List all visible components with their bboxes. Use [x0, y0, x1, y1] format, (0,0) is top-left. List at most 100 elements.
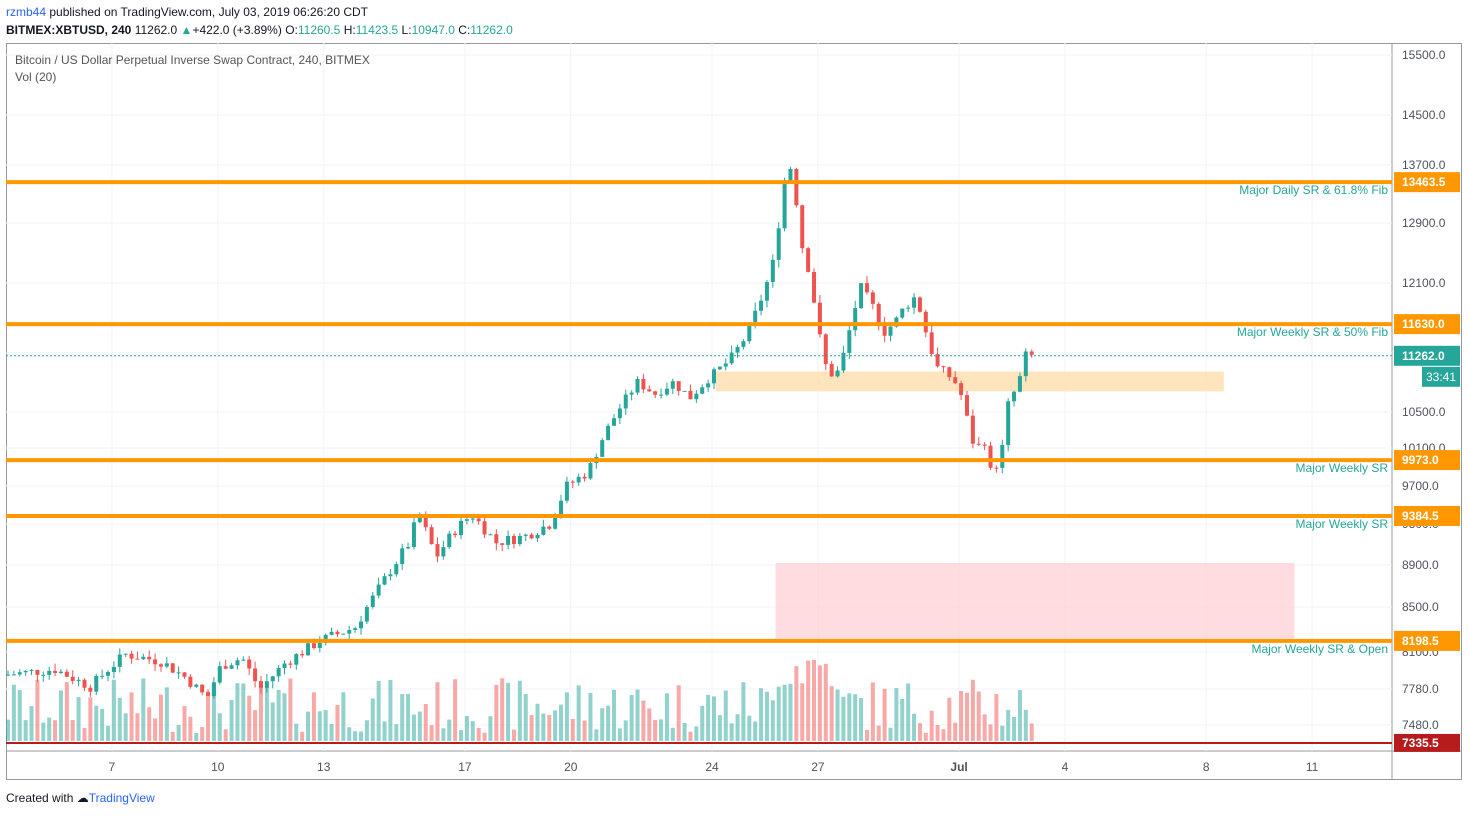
candle-body [511, 535, 516, 545]
candle-body [859, 283, 864, 309]
candle-body [970, 415, 975, 444]
candle-body [906, 307, 911, 309]
candle-body [600, 440, 605, 457]
volume-bar [717, 715, 722, 741]
candle-body [176, 672, 181, 674]
volume-bar [847, 693, 852, 741]
candle-body [564, 481, 569, 501]
volume-bar [788, 683, 793, 741]
volume-bar [859, 697, 864, 741]
candle-body [364, 606, 369, 622]
footer: Created with ☁TradingView [6, 791, 155, 805]
volume-bar [523, 694, 528, 741]
volume-bar [1017, 690, 1022, 741]
candle-body [447, 533, 452, 548]
candle-body [382, 576, 387, 585]
candle-body [100, 675, 105, 677]
y-tick-label: 13700.0 [1402, 158, 1446, 172]
volume-bar [753, 721, 758, 741]
x-tick-label: 20 [564, 760, 578, 774]
volume-bar [253, 710, 258, 741]
volume-bar [864, 729, 869, 741]
candle-body [1017, 376, 1022, 392]
volume-bar [317, 711, 322, 741]
y-tick-label: 15500.0 [1402, 48, 1446, 62]
candle-body [282, 663, 287, 668]
candle-body [764, 282, 769, 301]
volume-bar [976, 691, 981, 741]
volume-bar [706, 694, 711, 741]
volume-legend: Vol (20) [15, 70, 57, 84]
candle-body [723, 363, 728, 367]
sr-level-note: Major Daily SR & 61.8% Fib [1239, 183, 1388, 197]
candle-body [247, 659, 252, 669]
sr-level-badge [1394, 314, 1460, 335]
volume-bar [517, 680, 522, 741]
candle-body [88, 687, 93, 692]
candle-body [429, 527, 434, 545]
volume-bar [553, 710, 558, 741]
candle-body [912, 297, 917, 308]
candle-body [182, 672, 187, 677]
candle-body [529, 534, 534, 539]
sr-level-badge [1394, 505, 1460, 526]
volume-bar [288, 678, 293, 741]
candle-body [264, 681, 269, 688]
candle-body [988, 445, 993, 468]
volume-bar [564, 692, 569, 741]
chart-svg[interactable]: 15500.014500.013700.012900.012100.011300… [6, 43, 1462, 780]
candle-body [17, 672, 22, 675]
volume-bar [606, 705, 611, 741]
volume-bar [541, 713, 546, 741]
candle-body [741, 341, 746, 347]
chart-area[interactable]: 15500.014500.013700.012900.012100.011300… [6, 43, 1462, 780]
candle-body [888, 326, 893, 336]
candle-body [729, 352, 734, 364]
volume-bar [353, 731, 358, 741]
author-link[interactable]: rzmb44 [6, 5, 47, 19]
candle-body [300, 654, 305, 656]
candle-body [788, 169, 793, 182]
volume-bar [441, 728, 446, 741]
candle-body [712, 369, 716, 384]
volume-bar [423, 704, 428, 741]
y-tick-label: 8500.0 [1402, 600, 1439, 614]
volume-bar [164, 687, 169, 741]
candle-body [976, 443, 981, 445]
volume-bar [335, 704, 340, 741]
candle-body [735, 346, 740, 353]
volume-bar [323, 710, 328, 741]
volume-bar [141, 678, 146, 741]
tradingview-link[interactable]: TradingView [88, 791, 155, 805]
x-tick-label: 17 [458, 760, 472, 774]
candle-body [623, 394, 628, 409]
candle-body [670, 381, 675, 389]
volume-bar [841, 696, 846, 741]
candle-body [706, 383, 711, 388]
volume-bar [270, 702, 275, 741]
sr-level-badge [1394, 630, 1460, 651]
volume-bar [435, 682, 440, 741]
volume-bar [694, 726, 699, 741]
close-value: 11262.0 [470, 23, 513, 37]
volume-bar [759, 688, 764, 741]
candle-body [141, 656, 146, 660]
candle-body [535, 534, 540, 539]
volume-bar [17, 690, 22, 741]
low-value: 10947.0 [411, 23, 455, 37]
candle-body [782, 181, 787, 229]
created-with-text: Created with [6, 791, 74, 805]
candle-body [817, 302, 822, 335]
volume-bar [906, 683, 911, 741]
volume-bar [870, 682, 875, 741]
volume-bar [582, 720, 587, 741]
candle-body [35, 670, 40, 675]
candle-body [882, 323, 887, 336]
candle-body [582, 476, 587, 479]
candle-body [617, 408, 622, 419]
candle-body [47, 670, 52, 675]
candle-body [1023, 351, 1028, 377]
candle-body [841, 352, 846, 371]
candle-body [717, 366, 722, 370]
volume-bar [670, 727, 675, 741]
